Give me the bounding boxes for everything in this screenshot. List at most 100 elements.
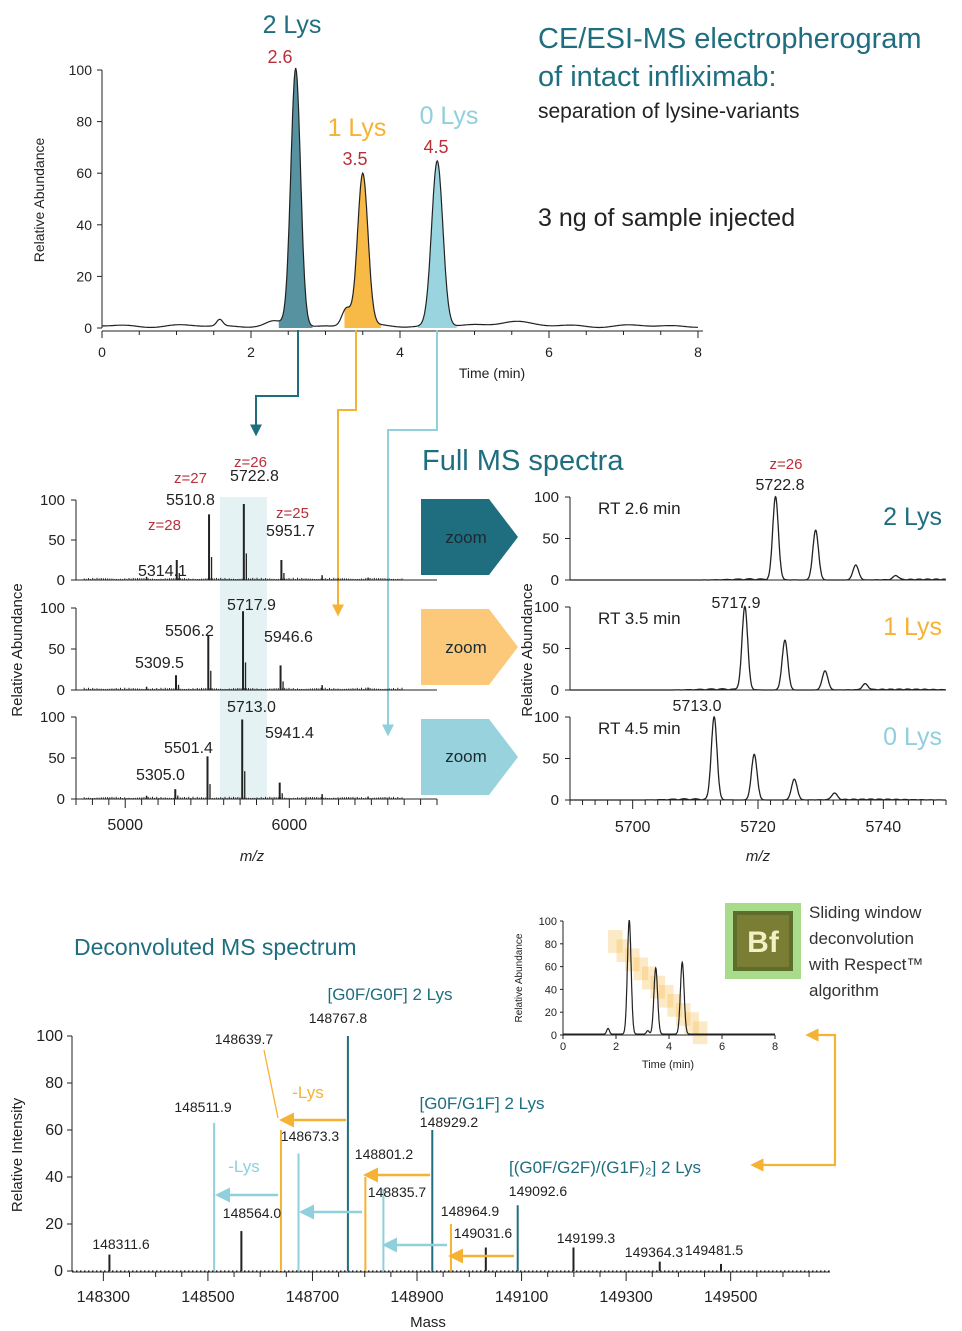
group-label-g0f-g2f: [(G0F/G2F)/(G1F)₂] 2 Lys	[509, 1158, 701, 1177]
deconvoluted-bars	[108, 1036, 723, 1271]
respect-logo: Bf	[725, 903, 801, 979]
sliding-window	[684, 1012, 699, 1035]
electropherogram-subtitle: separation of lysine-variants	[538, 100, 799, 123]
connector-arrows	[250, 330, 438, 737]
zoom-label-0lys: zoom	[445, 747, 487, 766]
mass-label: 148929.2	[420, 1114, 479, 1130]
note-line1: Sliding window	[809, 903, 922, 922]
full-ms-left-ylabel: Relative Abundance	[9, 583, 26, 716]
x-tick-label: 149300	[599, 1289, 652, 1306]
mass-label: 148835.7	[368, 1184, 427, 1200]
electropherogram-chart: CE/ESI-MS electropherogram of intact inf…	[31, 11, 922, 381]
group-label-g0f-g0f: [G0F/G0F] 2 Lys	[327, 985, 452, 1004]
x-tick-label: 4	[666, 1041, 672, 1053]
sliding-window	[625, 948, 640, 972]
peak-label-2lys: 2 Lys	[263, 11, 322, 39]
note-line4: algorithm	[809, 981, 879, 1000]
mz-label: 5722.8	[230, 468, 279, 485]
inset-electropherogram: 0 20 40 60 80 100 0 2 4 6 8 Relative Abundance Tim…	[514, 916, 778, 1071]
variant-label: 1 Lys	[883, 613, 942, 641]
peak-label-0lys: 0 Lys	[420, 102, 479, 130]
full-ms-right-panels: 0 50 100 RT 2.6 min 2 Lys 5722.8 z=26 0 50 100 RT …	[534, 456, 947, 836]
connector-arrow-2lys	[250, 330, 299, 437]
mass-label: 148801.2	[355, 1146, 414, 1162]
sliding-window	[633, 957, 649, 981]
mass-label: 148511.9	[174, 1099, 232, 1115]
minus-lys-arrows	[215, 1112, 514, 1264]
inset-link-arrow	[750, 1028, 837, 1172]
y-tick-label: 0	[57, 682, 65, 699]
mass-label: 148964.9	[441, 1203, 500, 1219]
y-tick-label: 20	[45, 1216, 63, 1233]
minus-lys-label-gold: -Lys	[292, 1083, 324, 1102]
note-line2: deconvolution	[809, 929, 914, 948]
x-tick-label: 148700	[286, 1289, 339, 1306]
y-tick-label: 100	[40, 600, 65, 617]
y-tick-label: 0	[551, 792, 559, 809]
y-tick-label: 100	[534, 599, 559, 616]
y-tick-label: 50	[542, 751, 559, 768]
x-tick-label: 6	[545, 344, 553, 360]
peak-time-1lys: 3.5	[342, 149, 367, 169]
x-tick-label: 2	[247, 344, 255, 360]
y-tick-label: 20	[76, 268, 92, 284]
zoom-label-1lys: zoom	[445, 638, 487, 657]
peak-label-1lys: 1 Lys	[328, 114, 387, 142]
y-tick-label: 100	[36, 1028, 63, 1045]
sample-note: 3 ng of sample injected	[538, 204, 795, 232]
note-line3: with Respect™	[808, 955, 923, 974]
variant-label: 2 Lys	[883, 503, 942, 531]
mass-label: 149364.3	[625, 1244, 684, 1260]
x-tick-label: 6000	[272, 817, 308, 834]
y-tick-label: 50	[48, 750, 65, 767]
y-tick-label: 40	[545, 984, 557, 996]
mz-label: 5314.1	[138, 563, 187, 580]
mz-label: 5510.8	[166, 492, 215, 509]
minus-lys-label-light: -Lys	[228, 1157, 260, 1176]
zoom-spectrum-trace	[570, 605, 946, 691]
sliding-window	[658, 984, 674, 1008]
y-tick-label: 50	[48, 641, 65, 658]
deconvoluted-section: Deconvoluted MS spectrum 020406080100148…	[9, 903, 923, 1331]
sliding-windows	[608, 930, 708, 1045]
mass-label: 149481.5	[685, 1242, 744, 1258]
mass-label: 149092.6	[509, 1183, 568, 1199]
mz-label: 5941.4	[265, 725, 314, 742]
x-tick-label: 2	[613, 1041, 619, 1053]
y-tick-label: 50	[542, 641, 559, 658]
x-tick-label: 5700	[615, 819, 651, 836]
full-ms-right-xlabel: m/z	[746, 848, 771, 865]
x-tick-label: 149500	[704, 1289, 757, 1306]
y-tick-label: 20	[545, 1007, 557, 1019]
y-tick-label: 80	[545, 939, 557, 951]
mass-label: 148311.6	[92, 1236, 150, 1252]
label-leader-148639	[263, 1049, 279, 1119]
electropherogram-xlabel: Time (min)	[459, 365, 525, 381]
mz-label: 5501.4	[164, 740, 213, 757]
mz-label: 5946.6	[264, 629, 313, 646]
y-tick-label: 0	[551, 1030, 557, 1042]
y-tick-label: 0	[57, 572, 65, 589]
charge-label: z=27	[174, 470, 207, 487]
mz-label: 5309.5	[135, 655, 184, 672]
y-tick-label: 0	[551, 572, 559, 589]
rt-label: RT 3.5 min	[598, 609, 681, 628]
full-ms-section: Full MS spectra 0 50 100 5314.1 z=28 5510.8 z=…	[9, 445, 947, 865]
connector-arrow-1lys	[332, 330, 357, 617]
electropherogram-trace	[102, 67, 698, 329]
mz-label: 5305.0	[136, 767, 185, 784]
y-tick-label: 80	[76, 114, 92, 130]
mass-label: 148767.8	[309, 1010, 368, 1026]
y-tick-label: 60	[545, 962, 557, 974]
inset-xlabel: Time (min)	[642, 1059, 694, 1071]
electropherogram-title-line2: of intact infliximab:	[538, 61, 777, 93]
y-tick-label: 60	[45, 1122, 63, 1139]
y-tick-label: 0	[551, 682, 559, 699]
mz-label: 5713.0	[227, 699, 276, 716]
y-tick-label: 100	[539, 916, 557, 928]
y-tick-label: 100	[69, 62, 93, 78]
electropherogram-axes: 0 20 40 60 80 100 0 2 4 6 8	[69, 62, 703, 360]
peak-time-0lys: 4.5	[423, 137, 448, 157]
zoom-arrow-0lys: zoom	[421, 719, 518, 795]
mz-label: 5722.8	[756, 477, 805, 494]
